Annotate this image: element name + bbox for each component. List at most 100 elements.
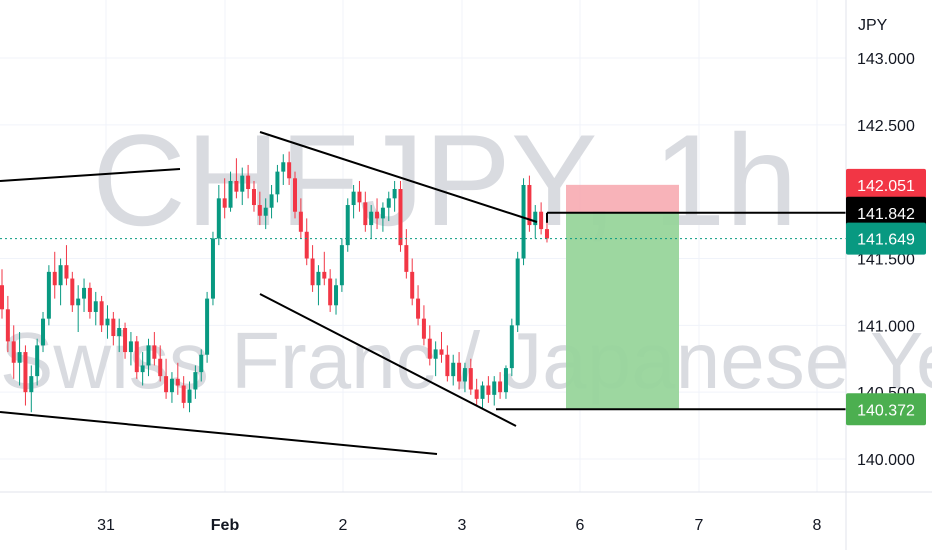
candle-up (275, 171, 280, 195)
candle-down (363, 202, 368, 226)
time-axis[interactable]: 31 Feb 2 3 6 7 8 (0, 491, 932, 534)
time-tick-label: 8 (813, 517, 822, 534)
candle-up (140, 365, 145, 373)
channel-top-left-line[interactable] (0, 168, 181, 182)
candle-up (93, 301, 98, 312)
candle-up (17, 352, 22, 363)
candle-down (287, 162, 292, 179)
candle-up (339, 245, 344, 286)
candle-up (216, 198, 221, 239)
candle-up (128, 341, 133, 353)
candle-down (416, 298, 421, 319)
risk-zone[interactable] (566, 184, 679, 213)
time-tick-label: Feb (211, 517, 240, 534)
candle-up (76, 298, 81, 306)
candle-down (328, 278, 333, 306)
wedge-upper-trendline[interactable] (259, 131, 538, 223)
price-axis[interactable]: JPY 143.000142.500141.500141.000140.5001… (845, 0, 915, 550)
price-badge-label: 141.649 (857, 232, 915, 249)
price-badge (846, 168, 926, 201)
candle-up (263, 207, 268, 216)
candle-up (105, 318, 110, 326)
candle-up (146, 345, 151, 366)
currency-label: JPY (858, 17, 888, 34)
description-watermark: Swiss Franc / Japanese Yen (0, 316, 932, 405)
candle-up (462, 368, 467, 382)
candle-down (5, 309, 10, 342)
candle-up (169, 378, 174, 393)
time-tick-label: 2 (339, 517, 348, 534)
candle-up (334, 285, 339, 306)
candle-down (23, 352, 28, 393)
candle-up (451, 362, 456, 377)
candle-up (386, 198, 391, 208)
candle-up (193, 372, 198, 390)
price-tick-label: 143.000 (857, 51, 915, 68)
candle-up (29, 376, 34, 393)
time-tick-label: 31 (97, 517, 115, 534)
candle-up (392, 188, 397, 199)
candle-down (527, 184, 532, 226)
price-badge (846, 393, 926, 426)
price-badge (846, 196, 926, 229)
candle-up (117, 328, 122, 337)
wedge-lower-trendline[interactable] (259, 293, 517, 427)
candle-down (439, 349, 444, 355)
candle-down (310, 258, 315, 286)
price-badges: 142.051 141.842 141.649 140.372 (846, 168, 926, 426)
candle-down (375, 211, 380, 219)
channel-bottom-left-line[interactable] (0, 411, 438, 455)
candle-up (351, 191, 356, 206)
price-badge (846, 222, 926, 255)
candle-down (427, 338, 432, 359)
candle-down (398, 188, 403, 246)
candle-down (158, 358, 163, 377)
candle-up (533, 211, 538, 226)
candle-down (468, 368, 473, 390)
candle-up (187, 389, 192, 403)
candle-down (152, 345, 157, 359)
candle-down (99, 301, 104, 326)
price-tick-label: 140.000 (857, 452, 915, 469)
candle-down (298, 211, 303, 232)
price-tick-label: 141.500 (857, 252, 915, 269)
candle-up (433, 349, 438, 359)
trend-lines[interactable] (0, 131, 846, 455)
candle-up (380, 207, 385, 219)
watermark: CHFJPY, 1h Swiss Franc / Japanese Yen (0, 107, 932, 405)
candle-down (304, 231, 309, 259)
candle-up (269, 194, 274, 208)
candle-up (41, 318, 46, 346)
candle-down (293, 178, 297, 212)
candle-down (357, 191, 362, 203)
candle-down (251, 188, 256, 206)
candle-down (70, 278, 75, 306)
price-badge-label: 142.051 (857, 178, 915, 195)
candle-down (52, 271, 57, 286)
candle-up (369, 211, 374, 226)
candle-down (222, 198, 227, 208)
price-badge-label: 141.842 (857, 206, 915, 223)
candle-down (64, 265, 69, 279)
candle-up (316, 271, 321, 286)
candle-up (35, 345, 40, 377)
candle-down (123, 328, 128, 353)
short-position-tool[interactable] (566, 184, 679, 410)
candle-down (322, 271, 327, 279)
time-tick-label: 3 (458, 517, 467, 534)
time-tick-label: 7 (695, 517, 704, 534)
candle-down (539, 211, 544, 230)
candle-up (82, 287, 87, 299)
candle-down (404, 245, 409, 272)
candle-down (111, 318, 116, 337)
candle-down (164, 376, 169, 393)
candle-up (240, 175, 245, 192)
candle-up (228, 180, 233, 208)
candle-up (480, 385, 485, 399)
price-badge-label: 140.372 (857, 402, 915, 419)
candle-down (181, 385, 186, 403)
reward-zone[interactable] (566, 212, 679, 410)
candle-down (134, 341, 139, 373)
